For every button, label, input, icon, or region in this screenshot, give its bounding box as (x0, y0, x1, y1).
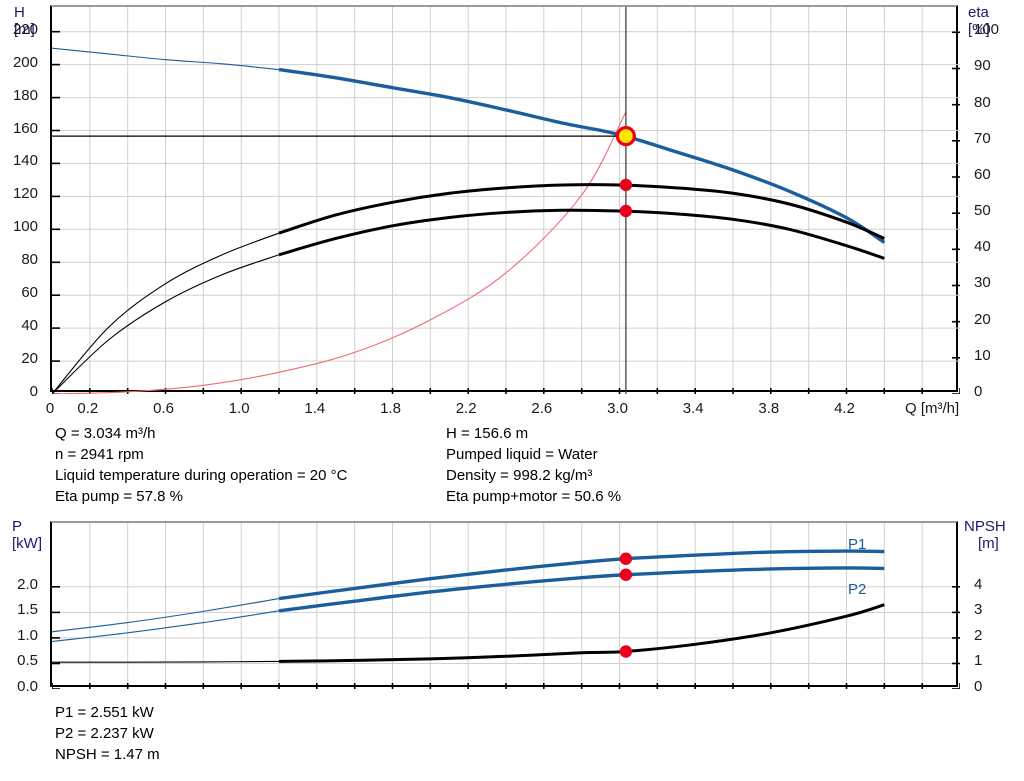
top-y-right-tick-20: 20 (974, 310, 991, 328)
top-y-right-label: eta (968, 4, 989, 21)
top-y-left-tick-220: 220 (12, 20, 38, 38)
top-y-right-tick-0: 0 (974, 383, 983, 400)
top-y-left-label: H (14, 4, 25, 21)
bottom-chart-y-right-axis-title: NPSH [m] (964, 518, 1006, 552)
top-y-left-tick-180: 180 (12, 86, 38, 104)
power-npsh-chart-svg (52, 523, 960, 689)
bottom-chart-y-left-axis-title: P [kW] (12, 518, 42, 552)
top-y-right-tick-10: 10 (974, 346, 991, 364)
bottom-y-left-tick-0-0: 0.0 (17, 678, 38, 695)
info-right-2: Density = 998.2 kg/m³ (446, 467, 593, 484)
info-left-1: n = 2941 rpm (55, 446, 144, 463)
power-npsh-chart (50, 521, 960, 689)
top-y-left-tick-60: 60 (21, 284, 38, 302)
bottom-y-right-tick-0: 0 (974, 678, 983, 695)
top-y-right-tick-90: 90 (974, 57, 991, 75)
top-x-tick-0-6: 0.6 (153, 400, 174, 417)
top-y-left-tick-20: 20 (21, 350, 38, 368)
info-right-1: Pumped liquid = Water (446, 446, 598, 463)
top-x-tick-3-4: 3.4 (682, 400, 704, 417)
p2-curve-label: P2 (848, 581, 867, 598)
top-x-tick-0: 0 (45, 400, 55, 417)
power-npsh-result-block: P1 = 2.551 kW P2 = 2.237 kW NPSH = 1.47 … (55, 702, 160, 765)
operating-data-left-column: Q = 3.034 m³/h n = 2941 rpm Liquid tempe… (55, 423, 347, 507)
top-y-left-tick-140: 140 (12, 152, 38, 170)
top-x-tick-0-2: 0.2 (77, 400, 99, 417)
top-x-tick-1-4: 1.4 (304, 400, 326, 417)
bottom-y-right-tick-2: 2 (974, 626, 983, 644)
top-chart-y-right-ticks: 0 10 20 30 40 50 60 70 80 90 100 (962, 0, 1024, 400)
top-y-left-tick-160: 160 (12, 119, 38, 137)
info-bottom-2: NPSH = 1.47 m (55, 746, 160, 763)
bottom-y-right-tick-4: 4 (974, 575, 983, 593)
info-left-3: Eta pump = 57.8 % (55, 488, 183, 505)
top-y-right-tick-50: 50 (974, 202, 991, 220)
top-chart-x-axis-title: Q [m³/h] (905, 400, 960, 417)
p1-curve-label: P1 (848, 536, 867, 553)
top-x-tick-3-0: 3.0 (607, 400, 628, 417)
bottom-y-left-tick-1-0: 1.0 (17, 626, 38, 644)
info-bottom-0: P1 = 2.551 kW (55, 704, 154, 721)
bottom-y-left-label: P (12, 518, 23, 535)
bottom-y-left-tick-1-5: 1.5 (17, 601, 38, 619)
info-left-0: Q = 3.034 m³/h (55, 425, 156, 442)
top-x-tick-2-2: 2.2 (455, 400, 477, 417)
top-y-left-tick-40: 40 (21, 317, 38, 335)
top-x-tick-1-0: 1.0 (228, 400, 250, 417)
top-x-tick-4-2: 4.2 (834, 400, 855, 417)
bottom-y-right-label: NPSH (964, 518, 1006, 535)
bottom-chart-y-left-ticks: 0.0 0.5 1.0 1.5 2.0 (0, 521, 46, 695)
info-right-0: H = 156.6 m (446, 425, 529, 442)
top-y-left-tick-200: 200 (12, 53, 38, 71)
top-y-left-tick-120: 120 (12, 185, 38, 203)
top-y-left-unit: [m] (14, 21, 35, 38)
bottom-y-left-unit: [kW] (12, 535, 42, 552)
bottom-y-right-tick-1: 1 (974, 652, 983, 670)
top-chart-y-right-axis-title: eta [%] (968, 4, 990, 38)
top-y-right-tick-60: 60 (974, 165, 991, 183)
top-y-right-tick-100: 100 (974, 21, 1000, 39)
top-y-right-tick-40: 40 (974, 238, 991, 256)
info-bottom-1: P2 = 2.237 kW (55, 725, 154, 742)
bottom-y-right-tick-3: 3 (974, 601, 983, 619)
top-y-left-tick-0: 0 (29, 383, 38, 400)
top-chart-y-left-axis-title: H [m] (14, 4, 35, 38)
info-right-3: Eta pump+motor = 50.6 % (446, 488, 622, 505)
top-chart-x-ticks: 0 0.2 0.6 1.0 1.4 1.8 2.2 2.6 3.0 3.4 3.8 4.2 (0, 398, 1024, 422)
bottom-y-left-tick-0-5: 0.5 (17, 652, 38, 670)
top-x-tick-1-8: 1.8 (380, 400, 401, 417)
bottom-chart-y-right-ticks: 0 1 2 3 4 (962, 521, 1024, 695)
top-y-left-tick-100: 100 (12, 218, 38, 236)
top-y-right-tick-70: 70 (974, 129, 991, 147)
head-efficiency-chart-svg (52, 7, 960, 394)
top-x-tick-3-8: 3.8 (758, 400, 780, 417)
bottom-y-left-tick-2-0: 2.0 (17, 575, 38, 593)
top-y-right-unit: [%] (968, 21, 990, 38)
top-y-left-tick-80: 80 (21, 251, 38, 269)
top-y-right-tick-80: 80 (974, 93, 991, 111)
head-efficiency-chart (50, 5, 960, 394)
top-chart-y-left-ticks: 0 20 40 60 80 100 120 140 160 180 200 220 (0, 0, 46, 400)
bottom-y-right-unit: [m] (978, 535, 999, 552)
info-left-2: Liquid temperature during operation = 20… (55, 467, 348, 484)
top-y-right-tick-30: 30 (974, 274, 991, 292)
top-x-tick-2-6: 2.6 (531, 400, 553, 417)
operating-data-right-column: H = 156.6 m Pumped liquid = Water Densit… (446, 423, 621, 507)
